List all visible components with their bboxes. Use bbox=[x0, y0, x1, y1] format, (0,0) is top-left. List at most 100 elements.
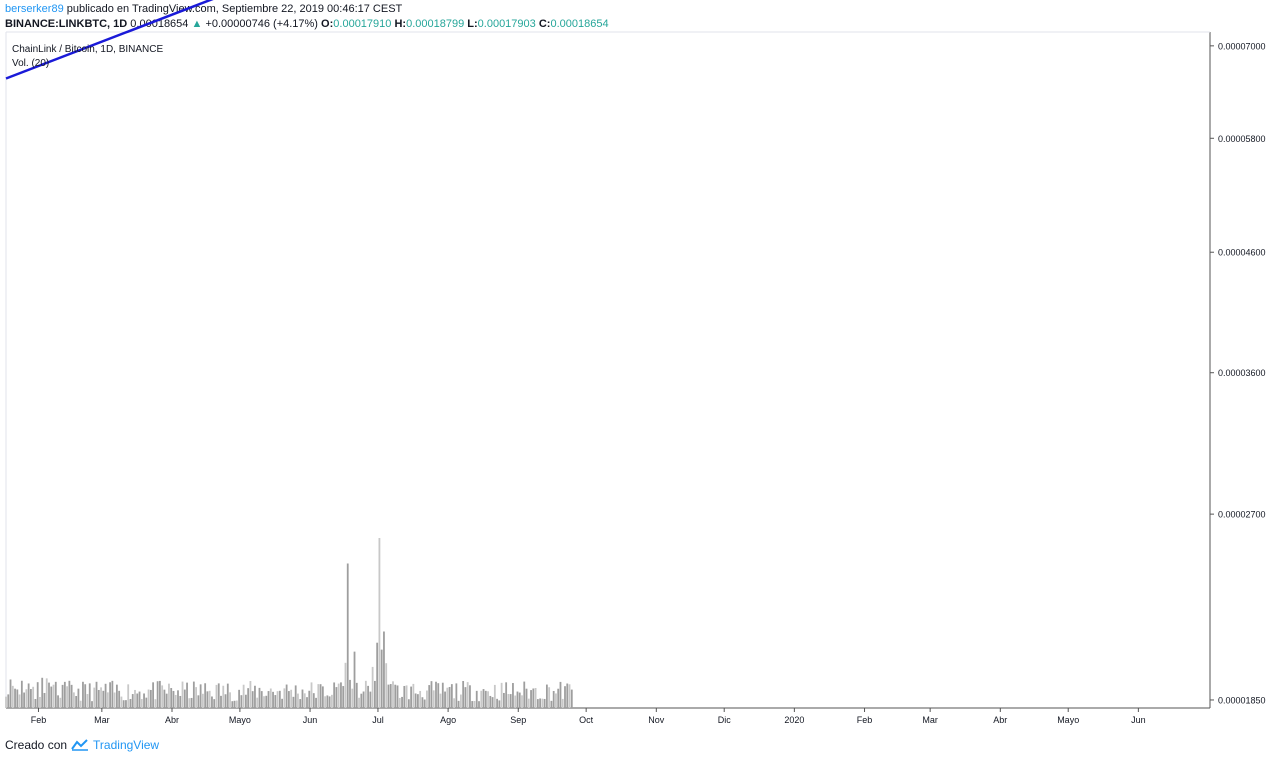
volume-bar bbox=[430, 681, 433, 708]
volume-bar bbox=[308, 690, 311, 708]
volume-bar bbox=[364, 680, 367, 708]
volume-bar bbox=[217, 683, 220, 708]
time-tick-label: Mar bbox=[94, 715, 110, 725]
volume-bar bbox=[566, 683, 569, 708]
volume-bar bbox=[16, 689, 19, 708]
volume-bar bbox=[555, 693, 557, 708]
volume-bar bbox=[521, 695, 523, 708]
volume-bar bbox=[498, 700, 501, 708]
volume-bar bbox=[536, 699, 539, 708]
volume-bar bbox=[292, 696, 295, 708]
open-label: O: bbox=[321, 18, 334, 30]
volume-bar bbox=[163, 689, 166, 708]
author-link[interactable]: berserker89 bbox=[5, 3, 64, 15]
volume-bar bbox=[340, 682, 342, 708]
volume-bar bbox=[179, 695, 182, 708]
volume-bar bbox=[57, 695, 59, 708]
time-tick-label: Mayo bbox=[1057, 715, 1079, 725]
close-value: 0.00018654 bbox=[550, 18, 609, 30]
volume-bar bbox=[52, 684, 55, 708]
volume-bar bbox=[290, 689, 293, 708]
volume-bar bbox=[285, 684, 288, 708]
volume-bar bbox=[276, 691, 279, 708]
publication-header: berserker89 publicado en TradingView.com… bbox=[5, 2, 609, 32]
volume-bar bbox=[145, 697, 148, 708]
volume-bar bbox=[530, 690, 532, 708]
volume-bar bbox=[88, 683, 91, 708]
volume-bar bbox=[9, 679, 12, 708]
volume-bar bbox=[23, 692, 26, 708]
volume-bar bbox=[396, 685, 399, 708]
volume-bar bbox=[11, 685, 14, 708]
volume-bar bbox=[231, 701, 234, 708]
volume-bar bbox=[491, 697, 494, 708]
volume-bar bbox=[154, 699, 157, 708]
volume-bar bbox=[134, 689, 136, 708]
volume-bar bbox=[111, 680, 114, 708]
volume-bar bbox=[371, 666, 374, 708]
time-tick-label: Nov bbox=[648, 715, 665, 725]
volume-bar bbox=[459, 694, 462, 708]
volume-bar bbox=[143, 693, 145, 708]
volume-bar bbox=[206, 691, 209, 708]
time-tick-label: Feb bbox=[857, 715, 873, 725]
volume-bar bbox=[75, 695, 78, 708]
volume-bar bbox=[550, 700, 553, 708]
volume-bar bbox=[344, 662, 347, 708]
volume-bar bbox=[156, 681, 159, 708]
volume-bar bbox=[197, 695, 200, 708]
volume-bar bbox=[514, 695, 517, 708]
volume-bar bbox=[394, 684, 397, 708]
volume-bar bbox=[317, 684, 320, 708]
volume-bar bbox=[190, 697, 193, 708]
volume-bar bbox=[104, 683, 107, 708]
volume-bar bbox=[516, 691, 519, 708]
volume-bar bbox=[299, 699, 302, 708]
volume-bar bbox=[414, 693, 417, 708]
volume-bar bbox=[376, 642, 379, 708]
volume-bar bbox=[383, 631, 385, 708]
volume-bar bbox=[405, 685, 408, 708]
price-chart[interactable]: 0.000700000.000600000.000540000.00048000… bbox=[0, 0, 1280, 730]
chart-frame bbox=[5, 31, 1211, 709]
volume-bar bbox=[61, 684, 64, 708]
volume-bar bbox=[195, 687, 198, 708]
time-tick-label: Abr bbox=[165, 715, 179, 725]
volume-bar bbox=[272, 691, 274, 708]
volume-bar bbox=[373, 680, 376, 708]
published-text: publicado en TradingView.com, Septiembre… bbox=[63, 3, 403, 15]
volume-bar bbox=[102, 690, 105, 708]
volume-bar bbox=[18, 694, 21, 708]
volume-bar bbox=[149, 689, 152, 708]
volume-bar bbox=[229, 692, 231, 708]
volume-bar bbox=[419, 690, 422, 708]
volume-bar bbox=[333, 682, 336, 708]
volume-bar bbox=[570, 689, 573, 708]
last-price: 0.00018654 bbox=[130, 18, 189, 30]
volume-legend: Vol. (20) bbox=[12, 58, 49, 69]
volume-bar bbox=[201, 693, 204, 708]
time-axis[interactable]: Feb Mar Abr Mayo Jun Jul Ago Sep Oct Nov Dic 2020 Fe… bbox=[31, 708, 1146, 725]
time-tick-label: Jul bbox=[372, 715, 384, 725]
change-up-icon: ▲ bbox=[191, 18, 203, 30]
volume-bar bbox=[532, 688, 535, 708]
volume-bar bbox=[27, 683, 30, 708]
volume-bar bbox=[211, 696, 213, 708]
tradingview-link[interactable]: TradingView bbox=[93, 738, 160, 752]
volume-bar bbox=[5, 696, 7, 708]
volume-bar bbox=[113, 692, 116, 708]
volume-bar bbox=[220, 695, 222, 708]
price-axis[interactable]: 0.000700000.000600000.000540000.00048000… bbox=[1210, 0, 1266, 705]
price-tick-label: 0.00007000 bbox=[1218, 41, 1266, 51]
chart-title: ChainLink / Bitcoin, 1D, BINANCE bbox=[12, 44, 164, 55]
time-tick-label: Dic bbox=[718, 715, 731, 725]
volume-bar bbox=[208, 690, 211, 708]
volume-bar bbox=[84, 684, 87, 708]
volume-bar bbox=[328, 696, 331, 708]
volume-bar bbox=[353, 651, 356, 708]
volume-bar bbox=[455, 683, 458, 708]
volume-bar bbox=[473, 701, 476, 708]
volume-bar bbox=[493, 684, 496, 708]
volume-bar bbox=[360, 693, 363, 708]
volume-bar bbox=[423, 699, 426, 708]
